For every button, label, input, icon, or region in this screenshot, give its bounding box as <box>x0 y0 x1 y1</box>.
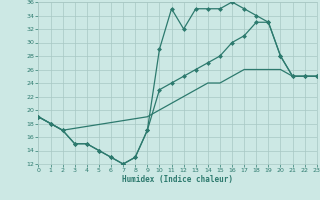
X-axis label: Humidex (Indice chaleur): Humidex (Indice chaleur) <box>122 175 233 184</box>
